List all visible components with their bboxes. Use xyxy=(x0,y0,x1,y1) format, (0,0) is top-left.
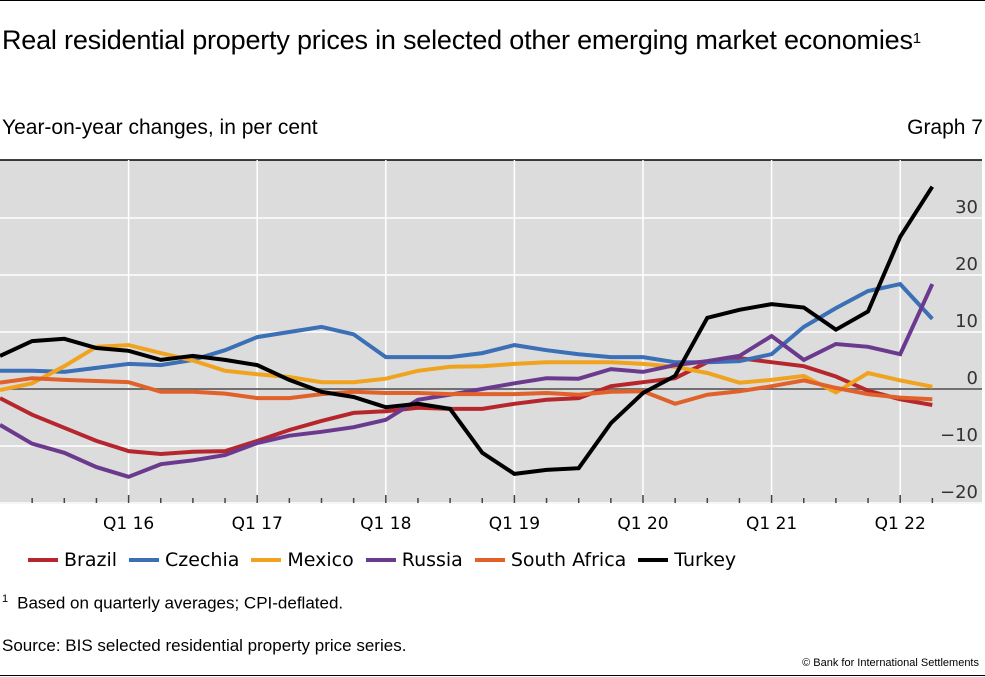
top-rule xyxy=(0,0,985,1)
series-lines xyxy=(0,185,935,479)
footnote: 1 Based on quarterly averages; CPI-deflat… xyxy=(2,593,343,614)
x-ticks xyxy=(31,495,934,503)
x-tick-label: Q1 20 xyxy=(617,514,668,534)
bottom-rule xyxy=(0,675,985,676)
y-tick-labels: −20 −10 0 10 20 30 xyxy=(940,197,978,503)
chart-title: Real residential property prices in sele… xyxy=(2,22,942,59)
legend-item-south-africa: South Africa xyxy=(474,549,627,571)
legend-item-brazil: Brazil xyxy=(28,549,117,571)
source-note: Source: BIS selected residential propert… xyxy=(2,636,407,655)
legend-item-russia: Russia xyxy=(365,549,463,571)
grid-lines xyxy=(0,160,982,504)
legend-swatch xyxy=(638,558,669,562)
x-tick-label: Q1 16 xyxy=(103,514,154,534)
legend-item-czechia: Czechia xyxy=(129,549,239,571)
legend-label: Turkey xyxy=(674,549,737,571)
y-tick-label: −10 xyxy=(940,425,978,446)
series-line-czechia xyxy=(0,281,934,374)
legend-label: Brazil xyxy=(64,549,118,571)
y-tick-label: 20 xyxy=(955,254,978,275)
legend-label: South Africa xyxy=(510,549,627,571)
y-tick-label: 30 xyxy=(955,197,978,218)
legend-label: Russia xyxy=(401,549,463,571)
series-line-south-africa xyxy=(0,376,933,406)
legend-item-mexico: Mexico xyxy=(251,549,354,571)
footnote-text: Based on quarterly averages; CPI-deflate… xyxy=(17,593,344,613)
chart-area: −20 −10 0 10 20 30 Q1 16 Q1 17 Q1 18 Q1 19 Q1 20 Q… xyxy=(0,159,985,539)
legend: Brazil Czechia Mexico Russia South Africa Tur… xyxy=(28,549,748,571)
series-line-mexico xyxy=(0,343,933,395)
copyright: © Bank for International Settlements xyxy=(802,657,979,669)
legend-swatch xyxy=(365,558,396,562)
series-line-brazil xyxy=(0,356,933,457)
footnote-mark: 1 xyxy=(2,593,9,605)
x-tick-labels: Q1 16 Q1 17 Q1 18 Q1 19 Q1 20 Q1 21 Q1 22 xyxy=(103,514,926,534)
x-tick-label: Q1 17 xyxy=(232,514,283,534)
legend-item-turkey: Turkey xyxy=(638,549,736,571)
y-tick-label: 10 xyxy=(955,311,978,332)
chart-title-text: Real residential property prices in sele… xyxy=(2,25,913,55)
legend-swatch xyxy=(28,558,58,562)
x-tick-label: Q1 18 xyxy=(360,514,411,534)
y-tick-label: −20 xyxy=(940,482,978,503)
chart-subtitle: Year-on-year changes, in per cent xyxy=(2,116,318,139)
series-line-turkey xyxy=(0,185,934,476)
title-footnote-mark: 1 xyxy=(912,30,921,47)
x-tick-label: Q1 22 xyxy=(875,514,926,534)
graph-number: Graph 7 xyxy=(907,116,983,139)
legend-label: Czechia xyxy=(165,549,240,571)
legend-label: Mexico xyxy=(287,549,354,571)
legend-swatch xyxy=(129,558,160,562)
x-tick-label: Q1 19 xyxy=(489,514,540,534)
x-tick-label: Q1 21 xyxy=(746,514,797,534)
legend-swatch xyxy=(474,558,505,562)
series-line-russia xyxy=(0,283,935,479)
legend-swatch xyxy=(251,558,282,562)
y-tick-label: 0 xyxy=(967,368,978,389)
